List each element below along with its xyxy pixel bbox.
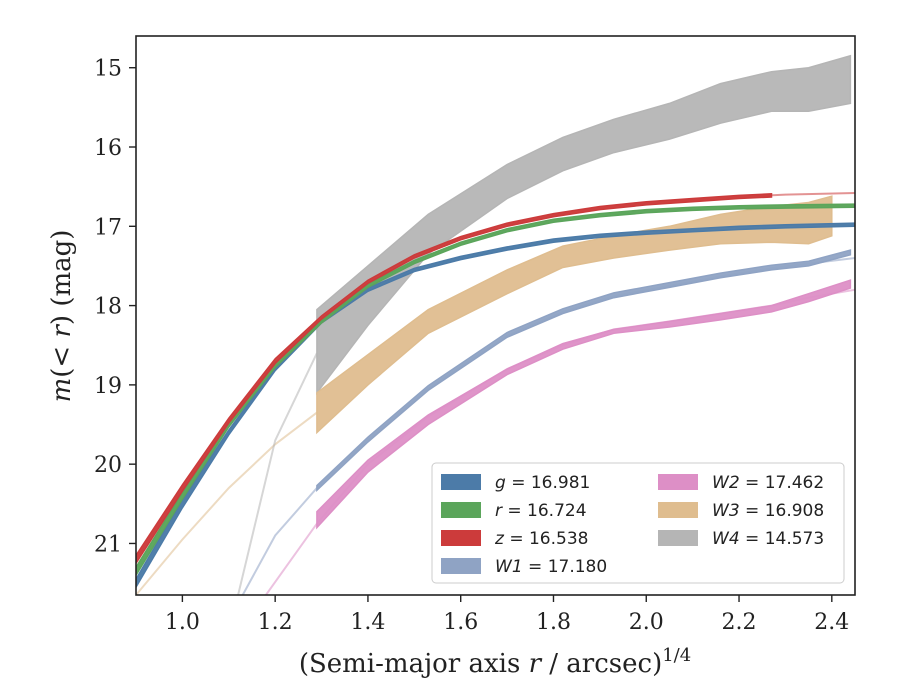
series-extrapolation-6 xyxy=(136,411,318,595)
series-extrapolation-7 xyxy=(237,352,318,595)
legend-swatch-5 xyxy=(658,474,698,490)
x-tick-label: 2.4 xyxy=(814,610,849,635)
x-tick-label: 1.0 xyxy=(165,610,200,635)
y-tick-label: 20 xyxy=(94,453,122,478)
y-axis-ticks: 15 16 17 18 19 20 21 xyxy=(94,57,136,557)
series-band-6 xyxy=(316,195,833,435)
legend-swatch-4 xyxy=(441,558,481,574)
legend-swatch-3 xyxy=(441,530,481,546)
x-tick-label: 1.8 xyxy=(536,610,571,635)
legend: g = 16.981 r = 16.724 z = 16.538 W1 = 17.18… xyxy=(431,462,845,584)
x-axis-ticks: 1.0 1.2 1.4 1.6 1.8 2.0 2.2 2.4 xyxy=(165,595,849,635)
legend-label-5: W2 = 17.462 xyxy=(712,473,824,493)
y-tick-label: 18 xyxy=(94,295,122,320)
x-axis-label: (Semi-major axis r / arcsec)1/4 xyxy=(299,645,691,679)
y-tick-label: 17 xyxy=(94,215,122,240)
series-band-2 xyxy=(136,203,855,577)
y-axis-label: m(< r) (mag) xyxy=(47,230,77,403)
x-tick-label: 2.0 xyxy=(629,610,664,635)
legend-label-3: z = 16.538 xyxy=(494,529,588,549)
legend-label-4: W1 = 17.180 xyxy=(495,557,607,577)
x-tick-label: 2.2 xyxy=(722,610,757,635)
plot-area xyxy=(136,54,855,595)
legend-swatch-6 xyxy=(658,502,698,518)
y-tick-label: 15 xyxy=(94,57,122,82)
series-band-7 xyxy=(316,54,852,396)
legend-label-1: g = 16.981 xyxy=(495,473,590,493)
series-band-4 xyxy=(316,249,852,493)
legend-label-6: W3 = 16.908 xyxy=(712,501,824,521)
legend-box xyxy=(431,462,845,584)
x-tick-label: 1.4 xyxy=(350,610,385,635)
uncertainty-bands xyxy=(136,54,855,589)
y-tick-label: 16 xyxy=(94,136,122,161)
x-tick-label: 1.2 xyxy=(258,610,293,635)
series-band-5 xyxy=(316,279,852,530)
series-band-1 xyxy=(136,222,855,589)
legend-swatch-7 xyxy=(658,530,698,546)
plot-frame xyxy=(135,35,856,596)
legend-swatch-1 xyxy=(441,474,481,490)
legend-label-7: W4 = 14.573 xyxy=(712,529,824,549)
x-tick-label: 1.6 xyxy=(443,610,478,635)
legend-label-2: r = 16.724 xyxy=(495,501,587,521)
series-band-3 xyxy=(136,193,773,565)
y-tick-label: 19 xyxy=(94,374,122,399)
legend-swatch-2 xyxy=(441,502,481,518)
y-tick-label: 21 xyxy=(94,532,122,557)
